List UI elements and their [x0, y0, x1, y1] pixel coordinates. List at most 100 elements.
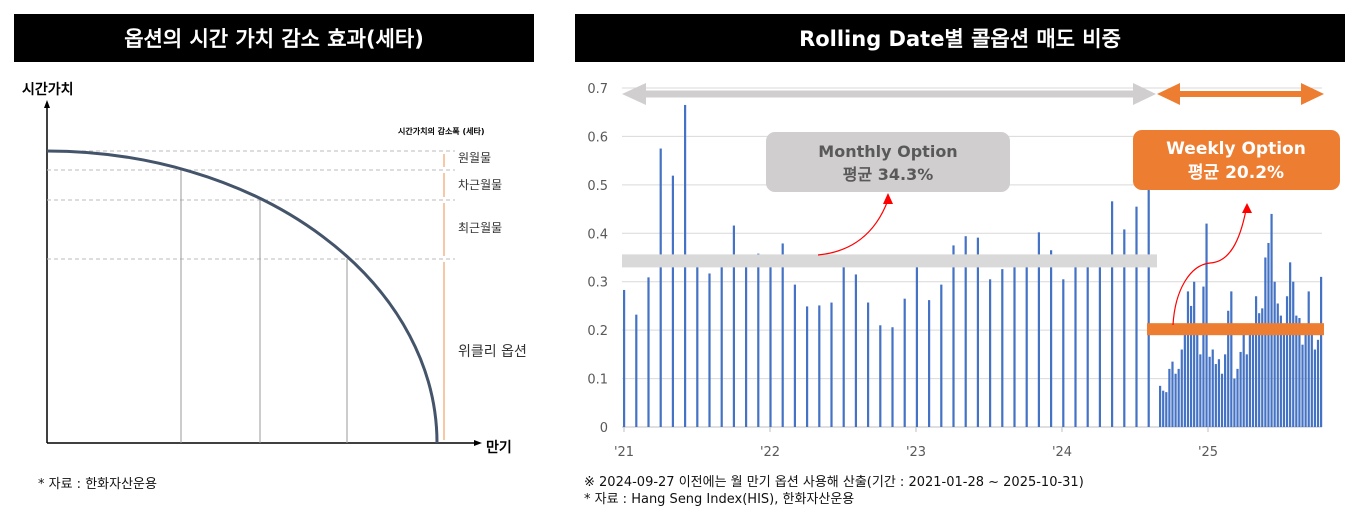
theta-diagram: 시간가치 만기 시간가치의 감소폭 (세타) 원월물 차근월물 최근월물 위클리… [22, 81, 527, 456]
weekly-average-band [1147, 323, 1324, 336]
weekly-bar [1251, 330, 1255, 427]
weekly-bar [1254, 296, 1258, 427]
x-tick-label: '21 [614, 445, 634, 460]
weekly-bar [1162, 390, 1165, 427]
weekly-bar [1304, 330, 1307, 427]
monthly-bar [964, 236, 967, 427]
y-tick-label: 0 [600, 421, 608, 436]
monthly-box-title: Monthly Option [818, 142, 957, 161]
weekly-bar [1227, 310, 1230, 427]
weekly-bar [1276, 303, 1279, 427]
weekly-bar [1285, 296, 1289, 427]
weekly-bar [1307, 291, 1310, 427]
weekly-average-box [1133, 130, 1340, 190]
weekly-bar [1208, 356, 1211, 427]
monthly-bar [732, 225, 735, 427]
arrow-right-icon [1301, 83, 1324, 105]
weekly-box-value: 평균 20.2% [1188, 163, 1284, 183]
monthly-average-band [622, 254, 1157, 268]
weekly-bar [1248, 330, 1251, 427]
weekly-bar [1242, 330, 1245, 427]
monthly-bar [989, 279, 992, 427]
annotation-arrow-icon [1242, 203, 1252, 213]
weekly-bar [1270, 213, 1273, 427]
y-tick-label: 0.2 [587, 324, 608, 339]
monthly-bar [1111, 201, 1114, 427]
monthly-bar [1074, 262, 1077, 427]
y-tick-label: 0.4 [587, 227, 608, 242]
monthly-bar [769, 257, 772, 427]
monthly-bar [696, 262, 699, 427]
monthly-bar [879, 325, 882, 427]
annotation-arrow-icon [883, 193, 893, 204]
weekly-bar [1233, 378, 1236, 427]
monthly-bar [854, 274, 857, 427]
weekly-bar [1202, 286, 1205, 427]
maturity-lines [180, 169, 348, 443]
weekly-bar [1258, 313, 1261, 427]
weekly-bar [1165, 392, 1168, 427]
weekly-bar [1279, 315, 1282, 427]
weekly-bar [1171, 361, 1174, 427]
time-value-curve [46, 149, 439, 444]
monthly-bar [1001, 269, 1004, 427]
monthly-bar [1123, 229, 1126, 427]
note-source: * 자료 : Hang Seng Index(HIS), 한화자산운용 [584, 492, 855, 507]
right-panel-title: Rolling Date별 콜옵션 매도 비중 [575, 14, 1345, 62]
segment-label: 원월물 [458, 151, 491, 165]
x-tick-label: '23 [906, 445, 926, 460]
monthly-bar [671, 175, 674, 427]
monthly-bar [830, 302, 833, 427]
weekly-bar [1177, 368, 1180, 427]
monthly-bar [781, 243, 784, 427]
weekly-bar [1180, 349, 1183, 427]
x-axis-arrow-icon [474, 440, 482, 446]
weekly-bar [1313, 349, 1317, 427]
weekly-bar [1193, 281, 1196, 427]
monthly-bar [647, 277, 650, 427]
y-tick-label: 0.6 [587, 130, 608, 145]
monthly-bar [745, 257, 748, 427]
x-tick-label: '25 [1198, 445, 1218, 460]
monthly-bar [635, 314, 638, 427]
weekly-bar [1214, 364, 1217, 427]
monthly-bar [708, 273, 711, 427]
weekly-bar [1159, 385, 1162, 427]
weekly-bar [1239, 351, 1242, 427]
weekly-bar [1230, 291, 1233, 427]
x-tick-label: '24 [1052, 445, 1072, 460]
arrow-left-icon [1157, 83, 1180, 105]
monthly-bar [928, 300, 931, 427]
left-source: * 자료 : 한화자산운용 [38, 477, 157, 492]
y-tick-label: 0.1 [587, 373, 608, 388]
weekly-bar [1320, 276, 1323, 427]
level-lines [47, 150, 455, 260]
monthly-bar [623, 289, 626, 427]
annotation-curve [1172, 209, 1247, 326]
weekly-bar [1236, 368, 1239, 427]
monthly-bar [659, 148, 662, 428]
arrow-right-icon [1133, 83, 1156, 105]
monthly-bar [903, 298, 906, 427]
note-period: ※ 2024-09-27 이전에는 월 만기 옵션 사용해 산출(기간 : 20… [584, 475, 1084, 490]
weekly-bar [1186, 291, 1190, 427]
weekly-bar [1199, 354, 1202, 427]
monthly-bar [1135, 206, 1138, 427]
weekly-bar [1282, 334, 1286, 427]
monthly-bar [952, 245, 955, 427]
left-panel-title: 옵션의 시간 가치 감소 효과(세타) [14, 14, 534, 62]
weekly-bar [1196, 334, 1199, 427]
weekly-bar [1224, 354, 1227, 427]
weekly-bar [1245, 354, 1248, 427]
y-tick-label: 0.7 [587, 82, 608, 97]
segment-label: 차근월물 [458, 178, 502, 192]
weekly-bar [1316, 339, 1320, 427]
weekly-bar [1211, 349, 1214, 427]
monthly-average-box [766, 132, 1010, 192]
weekly-bar [1189, 305, 1193, 427]
monthly-bar [915, 262, 918, 427]
weekly-box-title: Weekly Option [1166, 139, 1306, 159]
weekly-bar [1174, 373, 1177, 427]
